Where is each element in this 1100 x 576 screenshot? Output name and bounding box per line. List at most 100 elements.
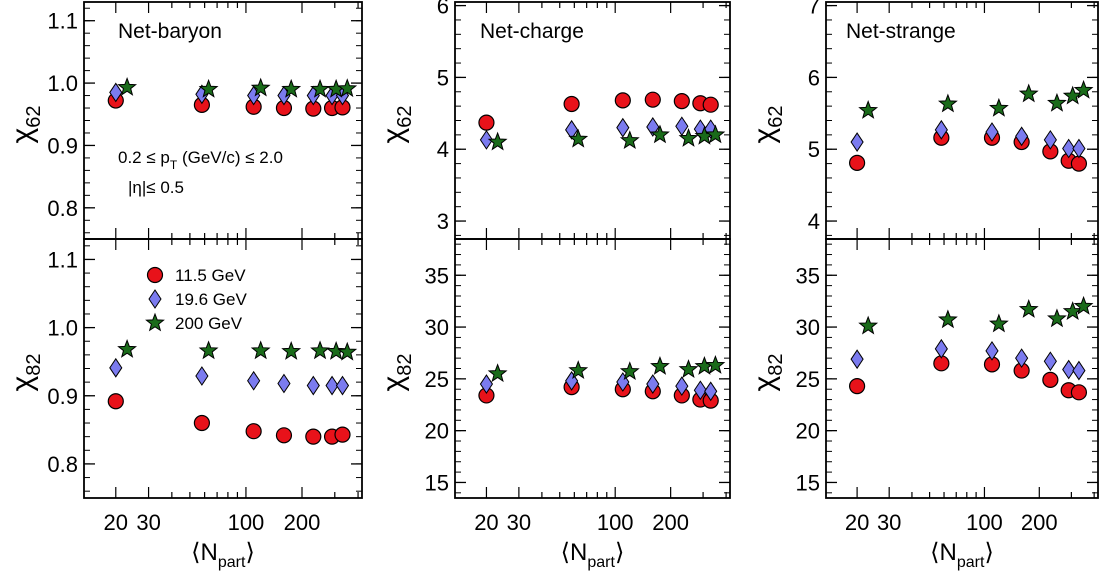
- y-tick-label: 0.9: [47, 133, 78, 158]
- legend-label: 11.5 GeV: [175, 266, 246, 285]
- data-point-200-gev: [117, 77, 137, 96]
- legend-label: 200 GeV: [175, 314, 243, 333]
- x-axis-label: ⟨Npart⟩: [191, 539, 255, 571]
- y-tick-label: 1.0: [47, 71, 78, 96]
- y-tick-label: 15: [425, 470, 449, 495]
- x-axis-label-close: ⟩: [245, 539, 254, 566]
- series-11-5-gev: [478, 91, 719, 131]
- y-axis-label: χ82: [748, 354, 787, 392]
- x-tick-label: 200: [284, 510, 321, 535]
- data-point-11-5-gev: [245, 423, 262, 440]
- data-point-200-gev: [568, 128, 589, 148]
- series-11-5-gev: [107, 393, 351, 445]
- x-axis-label-main: ⟨N: [561, 539, 588, 566]
- series-200-gev: [117, 339, 358, 361]
- data-point-11-5-gev: [563, 95, 580, 113]
- data-point-200-gev: [281, 78, 302, 98]
- y-axis-label: χ62: [6, 106, 45, 144]
- data-point-19-6-gev: [479, 129, 494, 150]
- data-point-11-5-gev: [305, 428, 322, 445]
- data-point-200-gev: [988, 313, 1009, 333]
- y-tick-label: 7: [808, 0, 820, 19]
- series-11-5-gev: [107, 92, 351, 117]
- y-axis-label: χ82: [6, 354, 45, 392]
- x-axis-label: ⟨Npart⟩: [561, 539, 625, 571]
- panel-chi82: 15 20 25 30 35 χ82: [748, 238, 1099, 499]
- data-point-11-5-gev: [614, 92, 631, 109]
- series-19-6-gev: [850, 338, 1086, 381]
- data-point-200-gev: [1018, 299, 1039, 318]
- data-point-19-6-gev: [1062, 138, 1076, 159]
- data-point-19-6-gev: [985, 340, 999, 361]
- data-point-11-5-gev: [478, 114, 495, 131]
- data-point-19-6-gev: [1015, 348, 1029, 369]
- y-tick-label: 20: [425, 419, 449, 444]
- panel-frame: [825, 238, 1099, 499]
- data-point-19-6-gev: [934, 119, 948, 140]
- series-19-6-gev: [109, 357, 350, 396]
- chart-column-1: 3 4 5 6 χ62 15 20 25 30 35 χ82 Net-charge 20 30 100 200…: [377, 0, 731, 571]
- y-tick-label: 0.9: [47, 384, 78, 409]
- data-point-19-6-gev: [306, 375, 320, 396]
- panel-chi82: 15 20 25 30 35 χ82: [377, 238, 731, 499]
- y-tick-label: 35: [425, 263, 449, 288]
- x-tick-label: 100: [228, 510, 265, 535]
- cut-label-subscript: T: [170, 158, 178, 172]
- x-tick-label: 20: [845, 510, 869, 535]
- y-tick-label: 4: [808, 209, 820, 234]
- y-axis-label: χ62: [377, 106, 416, 144]
- data-point-200-gev: [678, 128, 699, 147]
- data-point-200-gev: [310, 78, 330, 98]
- series-200-gev: [858, 79, 1094, 119]
- series-200-gev: [117, 77, 358, 98]
- data-point-200-gev: [1018, 83, 1039, 103]
- series-11-5-gev: [848, 355, 1088, 401]
- data-point-19-6-gev: [109, 357, 123, 378]
- data-point-200-gev: [619, 361, 640, 381]
- y-axis-label: χ82: [377, 354, 416, 392]
- x-tick-label: 30: [507, 510, 531, 535]
- data-point-11-5-gev: [107, 393, 124, 410]
- ylabel-subscript: 82: [765, 354, 787, 376]
- data-point-200-gev: [678, 359, 699, 378]
- ylabel-subscript: 62: [394, 106, 416, 128]
- panel-frame: [454, 238, 731, 499]
- x-tick-label: 30: [877, 510, 901, 535]
- series-19-6-gev: [850, 119, 1086, 159]
- data-point-200-gev: [858, 100, 879, 119]
- data-point-19-6-gev: [325, 375, 339, 396]
- cut-label-eta: |η|≤ 0.5: [128, 178, 184, 197]
- data-point-11-5-gev: [1070, 384, 1088, 401]
- legend-marker-200-gev: [145, 312, 165, 332]
- data-point-200-gev: [1073, 295, 1094, 315]
- data-point-200-gev: [198, 340, 219, 360]
- y-tick-label: 5: [437, 65, 449, 90]
- panel-title: Net-charge: [480, 20, 584, 43]
- data-point-19-6-gev: [850, 132, 864, 152]
- data-point-19-6-gev: [616, 117, 630, 138]
- data-point-200-gev: [568, 360, 589, 379]
- y-tick-label: 20: [796, 419, 820, 444]
- data-point-200-gev: [337, 78, 358, 98]
- y-tick-label: 6: [437, 0, 449, 19]
- data-point-200-gev: [281, 341, 302, 360]
- data-point-200-gev: [937, 309, 958, 329]
- data-point-19-6-gev: [195, 366, 209, 386]
- data-point-11-5-gev: [1042, 371, 1059, 388]
- data-point-19-6-gev: [646, 117, 660, 137]
- panel-title: Net-baryon: [118, 20, 222, 43]
- y-tick-label: 1.1: [47, 247, 78, 272]
- data-point-19-6-gev: [277, 373, 291, 394]
- data-point-19-6-gev: [850, 349, 864, 370]
- y-tick-label: 5: [808, 137, 820, 162]
- data-point-200-gev: [310, 340, 330, 360]
- x-axis-label-close: ⟩: [615, 539, 624, 566]
- x-axis-label-main: ⟨N: [930, 539, 957, 566]
- x-tick-label: 20: [474, 510, 498, 535]
- y-tick-label: 3: [437, 209, 449, 234]
- data-point-200-gev: [487, 363, 508, 383]
- data-point-11-5-gev: [702, 96, 719, 113]
- ylabel-subscript: 62: [23, 106, 45, 128]
- x-tick-label: 200: [1021, 510, 1058, 535]
- chart-column-2: 4 5 6 7 χ62 15 20 25 30 35 χ82 Net-strange 20 30 100 20…: [748, 0, 1099, 571]
